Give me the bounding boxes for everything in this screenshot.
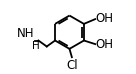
Text: OH: OH bbox=[96, 12, 114, 25]
Text: NH: NH bbox=[17, 27, 34, 40]
Text: H: H bbox=[33, 41, 40, 51]
Text: Cl: Cl bbox=[66, 59, 78, 72]
Text: OH: OH bbox=[96, 38, 114, 51]
